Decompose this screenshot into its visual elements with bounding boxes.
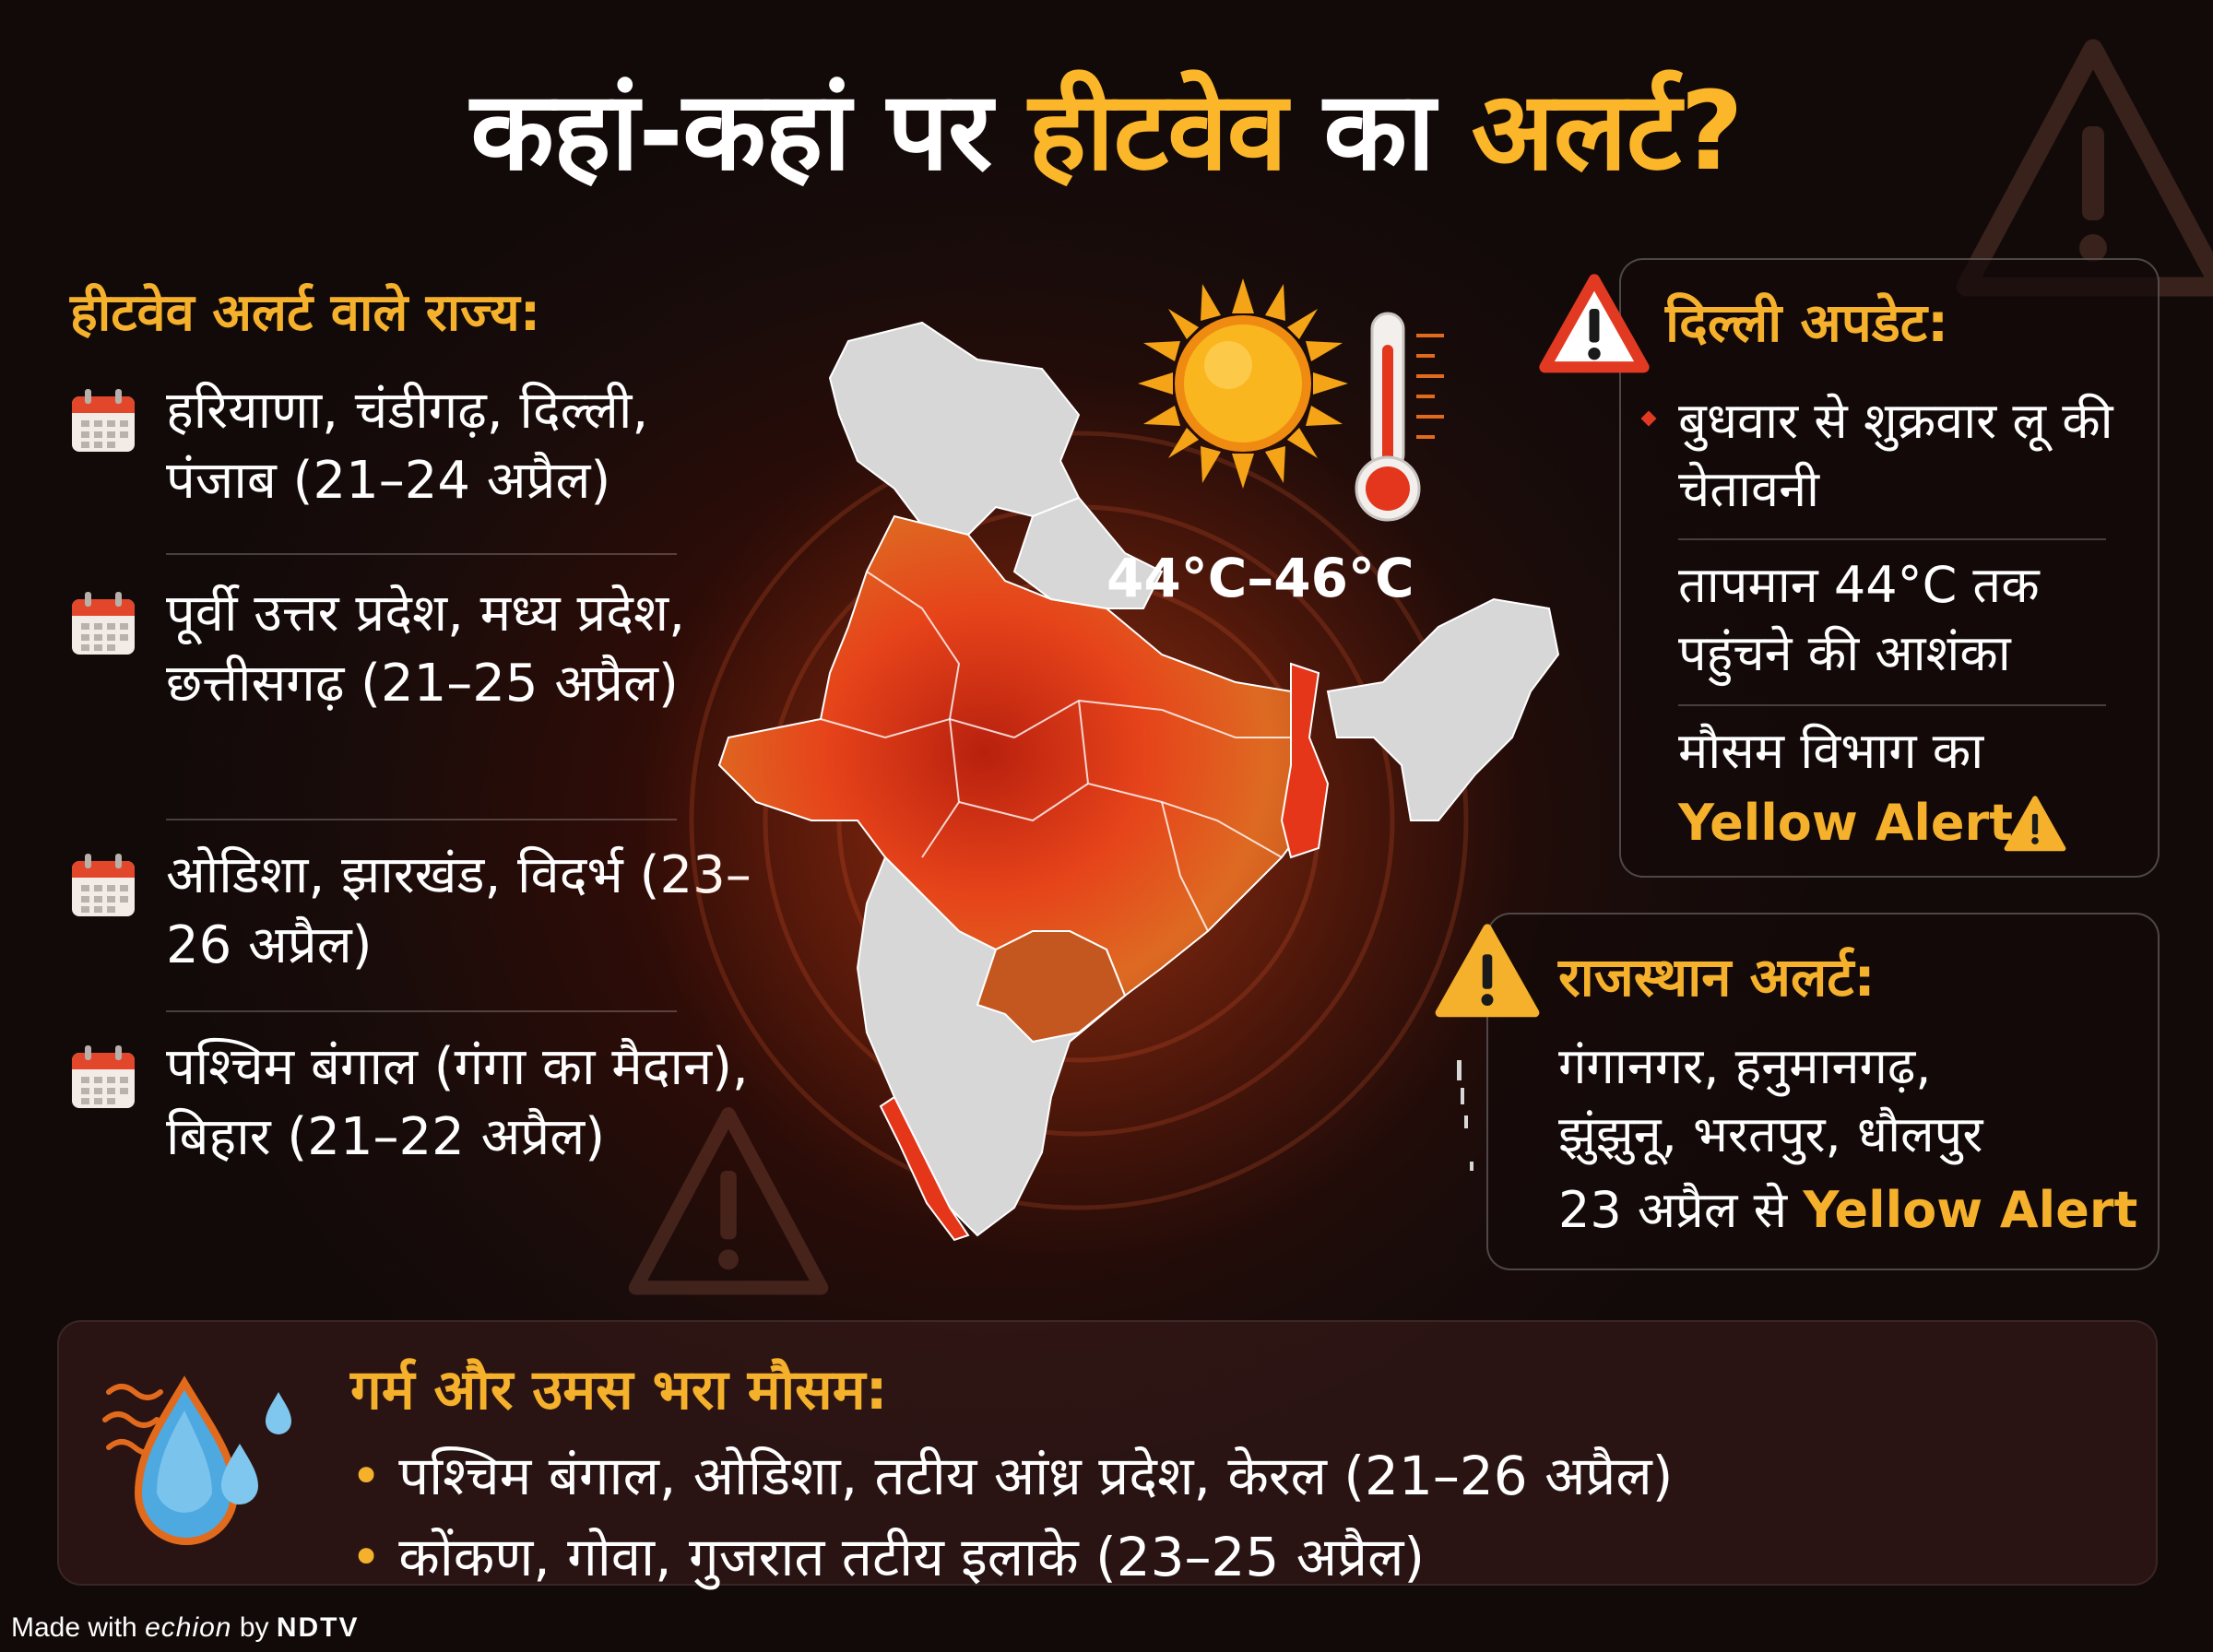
calendar-icon	[72, 592, 135, 655]
footer-credit: Made with echion by NDTV	[11, 1610, 360, 1646]
headline-part1: कहां-कहां पर	[470, 67, 1029, 195]
list-item-text: पश्चिम बंगाल (गंगा का मैदान), बिहार (21–…	[166, 1037, 749, 1167]
rajasthan-yellow-alert: Yellow Alert	[1803, 1181, 2138, 1239]
temperature-range: 44°C–46°C	[1106, 547, 1414, 609]
warning-bg-icon	[628, 1107, 829, 1295]
calendar-icon	[72, 854, 135, 916]
ndtv-logo: NDTV	[276, 1612, 360, 1643]
map-region-uttarakhand	[1012, 496, 1164, 609]
delhi-line-1: बुधवार से शुक्रवार लू की चेतावनी	[1678, 392, 2113, 518]
delhi-line-3: मौसम विभाग का	[1678, 722, 1984, 780]
rajasthan-line-2: झुंझुनू, भरतपुर, धौलपुर	[1558, 1105, 1983, 1163]
warning-icon	[2004, 796, 2066, 852]
map-region-kerala	[879, 1095, 970, 1242]
footer-made-with: Made with	[11, 1612, 146, 1643]
rajasthan-line-1: गंगानगर, हनुमानगढ़,	[1558, 1037, 1932, 1095]
humidity-drops-icon	[102, 1375, 291, 1545]
humid-item-text: कोंकण, गोवा, गुजरात तटीय इलाके (23–25 अप…	[398, 1526, 1426, 1588]
divider	[166, 1010, 677, 1012]
list-item: पश्चिम बंगाल (गंगा का मैदान), बिहार (21–…	[70, 1032, 749, 1245]
list-item: पूर्वी उत्तर प्रदेश, मध्य प्रदेश, छत्तीस…	[70, 579, 685, 791]
rajasthan-date: 23 अप्रैल से	[1558, 1181, 1804, 1239]
calendar-icon	[72, 1045, 135, 1108]
humid-item-text: पश्चिम बंगाल, ओडिशा, तटीय आंध्र प्रदेश, …	[398, 1445, 1674, 1507]
footer-by: by	[231, 1612, 277, 1643]
headline-highlight-heatwave: हीटवेव	[1028, 67, 1287, 195]
calendar-icon	[72, 389, 135, 452]
divider	[1678, 538, 2106, 540]
thermometer-icon	[1355, 312, 1444, 522]
bullet-icon: •	[350, 1526, 383, 1588]
delhi-yellow-alert: Yellow Alert	[1678, 794, 2013, 852]
humid-title: गर्म और उमस भरा मौसम:	[350, 1358, 888, 1422]
divider	[1678, 704, 2106, 706]
divider	[166, 819, 677, 820]
map-region-northeast	[1326, 597, 1560, 821]
headline: कहां-कहां पर हीटवेव का अलर्ट?	[0, 66, 2213, 195]
bullet-icon: •	[350, 1445, 383, 1507]
delhi-line-2: तापमान 44°C तक पहुंचने की आशंका	[1678, 556, 2040, 682]
humid-weather-box	[57, 1320, 2158, 1586]
sun-icon	[1138, 278, 1348, 489]
list-item: हरियाणा, चंडीगढ़, दिल्ली, पंजाब (21–24 अ…	[70, 376, 679, 524]
echion-logo: echion	[145, 1612, 232, 1643]
headline-part2: का	[1286, 67, 1472, 195]
humid-item: • कोंकण, गोवा, गुजरात तटीय इलाके (23–25 अ…	[350, 1521, 1425, 1593]
delhi-title: दिल्ली अपडेट:	[1665, 291, 1949, 354]
list-item: ओडिशा, झारखंड, विदर्भ (23–26 अप्रैल)	[70, 841, 751, 988]
rajasthan-title: राजस्थान अलर्ट:	[1558, 946, 1876, 1009]
list-item-text: पूर्वी उत्तर प्रदेश, मध्य प्रदेश, छत्तीस…	[166, 584, 685, 714]
divider	[166, 553, 677, 555]
left-heading: हीटवेव अलर्ट वाले राज्य:	[70, 283, 541, 343]
map-region-west-bengal	[1280, 662, 1330, 859]
humid-item: • पश्चिम बंगाल, ओडिशा, तटीय आंध्र प्रदेश,…	[350, 1440, 1673, 1512]
headline-highlight-alert: अलर्ट?	[1471, 67, 1744, 195]
warning-icon	[1435, 924, 1540, 1018]
india-map	[645, 321, 1560, 1263]
rajasthan-alert-box	[1486, 913, 2160, 1270]
map-region-north	[828, 321, 1081, 537]
list-item-text: हरियाणा, चंडीगढ़, दिल्ली, पंजाब (21–24 अ…	[166, 381, 649, 511]
rajasthan-line-3: 23 अप्रैल से Yellow Alert	[1558, 1176, 2137, 1245]
map-region-coastal-ap	[976, 930, 1127, 1044]
warning-icon	[1539, 274, 1650, 373]
delhi-update-box	[1619, 258, 2160, 878]
